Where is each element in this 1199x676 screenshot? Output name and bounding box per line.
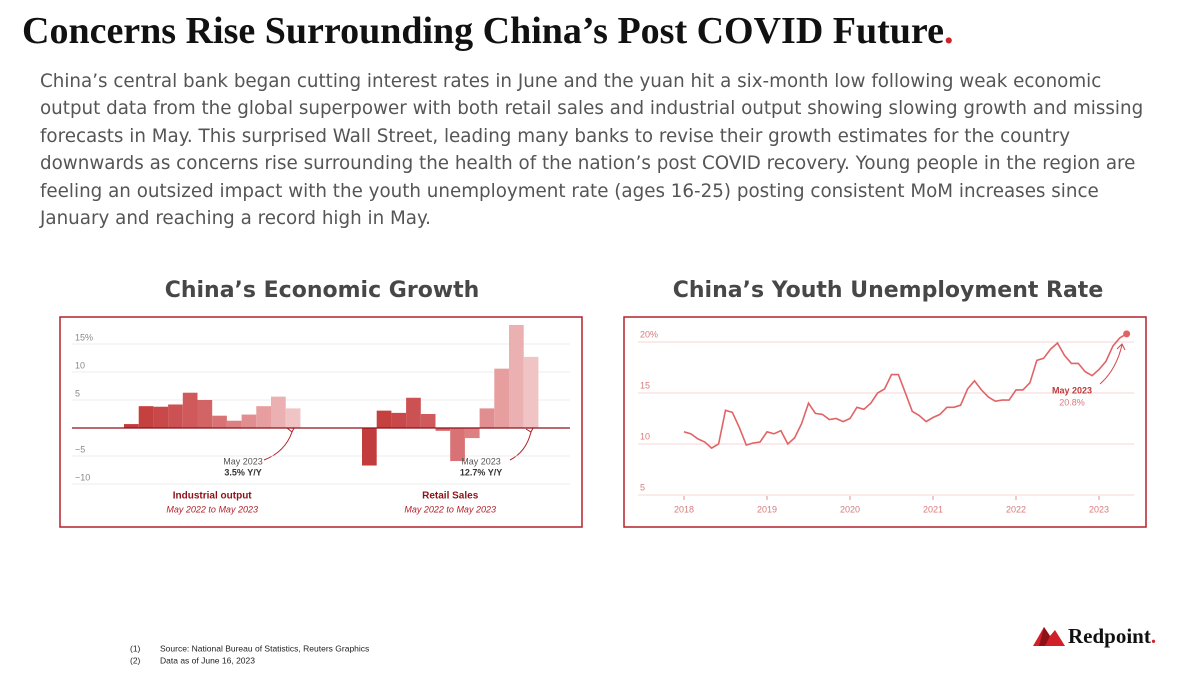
bar: [391, 412, 407, 428]
y-tick-label: 15: [640, 380, 650, 390]
series-subtitle: May 2022 to May 2023: [166, 504, 258, 514]
bar: [285, 408, 301, 428]
bar: [271, 396, 286, 428]
annotation-date: May 2023: [223, 456, 263, 466]
annotation-value: 3.5% Y/Y: [224, 467, 261, 477]
logo: Redpoint.: [1068, 624, 1156, 648]
footnote-text: Data as of June 16, 2023: [160, 655, 255, 665]
y-tick-label: 20%: [640, 329, 658, 339]
y-tick-label: −5: [75, 444, 85, 454]
bar: [256, 406, 271, 428]
arrow-head: [1116, 343, 1126, 351]
bar: [241, 414, 257, 428]
bar: [406, 397, 421, 428]
annotation-arrow: [263, 431, 293, 461]
y-tick-label: 10: [75, 360, 85, 370]
chart-frame: [59, 316, 583, 528]
x-tick-label: 2022: [1006, 504, 1026, 514]
x-tick-label: 2023: [1089, 504, 1109, 514]
bar: [182, 392, 198, 428]
annotation-date: May 2023: [1052, 385, 1092, 395]
series-name: Industrial output: [173, 491, 253, 502]
footnote-number: (1): [130, 643, 141, 653]
body-text: China’s central bank began cutting inter…: [40, 71, 1144, 230]
chart-title: China’s Economic Growth: [165, 278, 480, 303]
x-tick-label: 2018: [674, 504, 694, 514]
chart-title: China’s Youth Unemployment Rate: [673, 278, 1104, 303]
bar: [197, 400, 213, 428]
series-name: Retail Sales: [422, 491, 479, 502]
bar: [450, 428, 465, 462]
annotation-value: 20.8%: [1059, 397, 1085, 407]
series-subtitle: May 2022 to May 2023: [404, 504, 496, 514]
y-tick-label: −10: [75, 472, 90, 482]
bar: [464, 428, 480, 439]
end-point: [1123, 330, 1131, 338]
footnote-number: (2): [130, 655, 141, 665]
annotation-arrow: [1099, 344, 1123, 385]
logo-text: Redpoint: [1068, 624, 1151, 648]
x-tick-label: 2019: [757, 504, 777, 514]
annotation-date: May 2023: [461, 456, 501, 466]
logo-mark: .: [1151, 624, 1156, 648]
y-tick-label: 15%: [75, 332, 93, 342]
bar: [523, 356, 539, 428]
bar: [362, 428, 377, 466]
bar: [376, 410, 392, 428]
bar: [226, 420, 242, 428]
logo-icon: [1039, 627, 1050, 646]
y-tick-label: 5: [75, 388, 80, 398]
y-tick-label: 5: [640, 482, 645, 492]
chart-frame: [623, 316, 1147, 528]
slide-title: Concerns Rise Surrounding China’s Post C…: [22, 10, 953, 52]
bar: [138, 406, 154, 428]
annotation-arrow: [509, 431, 532, 461]
x-tick-label: 2021: [923, 504, 943, 514]
footnote-text: Source: National Bureau of Statistics, R…: [160, 643, 369, 653]
data-line: [683, 333, 1128, 450]
annotation-value: 12.7% Y/Y: [460, 467, 502, 477]
bar: [124, 424, 139, 428]
x-tick-label: 2020: [840, 504, 860, 514]
bar: [168, 404, 183, 428]
y-tick-label: 10: [640, 431, 650, 441]
bar: [420, 414, 436, 428]
bar: [153, 406, 169, 428]
bar: [212, 415, 227, 428]
bar: [479, 408, 495, 428]
bar: [435, 428, 451, 431]
title-mark: .: [944, 10, 954, 52]
bar: [509, 324, 524, 428]
bar: [494, 368, 509, 428]
title-text: Concerns Rise Surrounding China’s Post C…: [22, 10, 944, 52]
